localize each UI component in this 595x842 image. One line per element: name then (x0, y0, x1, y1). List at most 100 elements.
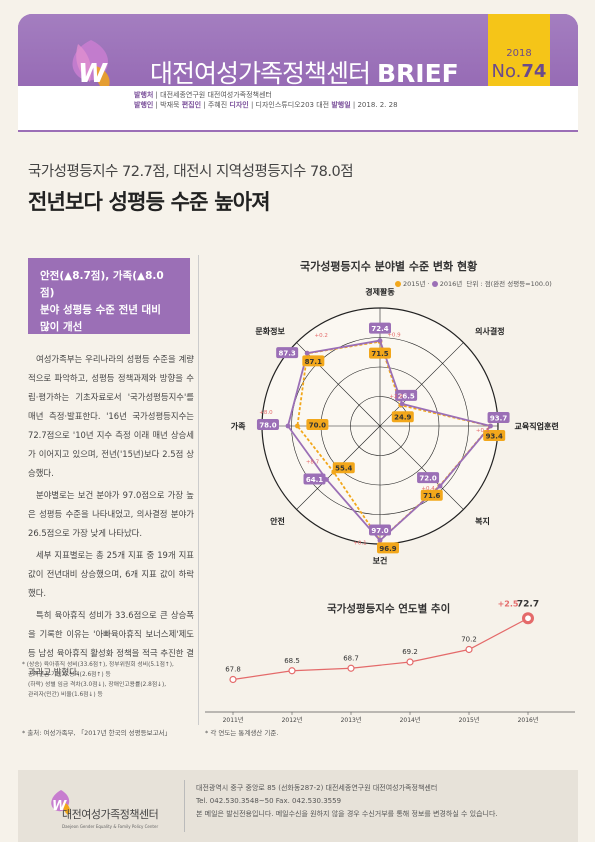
article-body: 여성가족부는 우리나라의 성평등 수준을 계량적으로 파악하고, 성평등 정책과… (28, 350, 194, 685)
w-logo-icon: W (72, 40, 110, 92)
footnote: (하락) 성별 임금 격차(3.0점↓), 장애인고용률(2.8점↓), (28, 682, 167, 688)
radar-value-2016: 93.7 (487, 412, 510, 423)
highlight-line: 많이 개선 (40, 321, 83, 333)
imprint: 발행처 | 대전세종연구원 대전여성가족정책센터 발행인 | 박재묵 편집인 |… (18, 86, 578, 132)
imprint-row-publisher: 발행처 | 대전세종연구원 대전여성가족정책센터 (134, 91, 272, 99)
footnote: 공적연금 가입자 성비(2.6점↑) 등 (28, 672, 111, 678)
radar-category-label: 안전 (270, 516, 285, 526)
line-point (465, 645, 473, 654)
radar-category-label: 복지 (475, 516, 490, 526)
radar-value-2016: 87.3 (276, 347, 299, 359)
radar-value-2016-bg (256, 419, 279, 430)
radar-point (488, 423, 493, 429)
radar-value-2015-text: 93.4 (486, 433, 503, 441)
header-banner: W 대전여성가족정책센터 BRIEF (18, 14, 578, 132)
year-note: * 각 연도는 통계생산 기준. (205, 729, 279, 737)
radar-value-2016-text: 78.0 (259, 422, 276, 430)
radar-value-2016-text: 26.5 (397, 392, 414, 400)
column-divider (198, 255, 199, 725)
legend-2015-label: 2015년 (403, 280, 426, 288)
radar-value-2016-bg (417, 472, 440, 484)
radar-value-2016-bg (276, 347, 299, 359)
radar-change-label: +8.7 (306, 459, 320, 465)
line-x-tick-label: 2014년 (400, 716, 421, 723)
highlight-line: 안전(▲8.7점), 가족(▲8.0점) (40, 270, 164, 299)
line-value-label: 69.2 (402, 648, 418, 656)
radar-value-2016-text: 97.0 (371, 527, 388, 535)
radar-point (285, 423, 291, 429)
paragraph: 여성가족부는 우리나라의 성평등 수준을 계량적으로 파악하고, 성평등 정책과… (28, 354, 194, 478)
radar-value-2016: 64.1 (303, 473, 326, 485)
line-point (523, 614, 533, 623)
paragraph: 세부 지표별로는 총 25개 지표 중 19개 지표 값이 전년대비 상승했으며… (28, 550, 194, 598)
radar-change-label: +0.9 (387, 333, 401, 339)
radar-value-2015-bg (420, 489, 443, 501)
line-x-tick-label: 2012년 (282, 716, 303, 723)
radar-value-2016: 78.0 (256, 419, 279, 430)
radar-category-label: 가족 (231, 421, 246, 431)
line-value-label: 68.5 (284, 657, 300, 665)
radar-value-2015: 24.9 (391, 411, 414, 423)
radar-value-2016-bg (487, 412, 510, 423)
radar-value-2016-bg (369, 524, 391, 536)
radar-category-label: 교육직업훈련 (515, 421, 559, 431)
line-point (229, 675, 237, 684)
line-change-label: +2.5 (498, 599, 519, 608)
radar-value-2015-text: 70.0 (309, 422, 326, 430)
radar-value-2016-text: 72.4 (371, 325, 388, 333)
radar-value-2015-text: 96.9 (379, 545, 396, 553)
radar-value-2015-text: 71.6 (423, 492, 440, 500)
imprint-row-staff: 발행인 | 박재묵 편집인 | 주혜진 디자인 | 디자인스튜디오203 대전 … (134, 101, 398, 109)
radar-point (377, 538, 383, 543)
radar-change-label: +0.2 (314, 333, 327, 339)
radar-value-2016-text: 87.3 (279, 350, 296, 358)
footer-info: 대전광역시 중구 중앙로 85 (선화동287-2) 대전세종연구원 대전여성가… (196, 782, 498, 821)
radar-category-label: 문화정보 (255, 326, 285, 336)
radar-value-2016: 72.0 (417, 472, 440, 484)
issue-tab: 2018 No.74 (488, 14, 550, 96)
footer-notice: 본 메일은 발신전용입니다. 메일수신을 원하지 않을 경우 수신거부를 통해 … (196, 810, 498, 818)
paragraph: 특히 육아휴직 성비가 33.6점으로 큰 상승폭을 기록한 이유는 '아빠육아… (28, 610, 194, 677)
issue-year: 2018 (506, 48, 532, 59)
subhead: 국가성평등지수 72.7점, 대전시 지역성평등지수 78.0점 (28, 164, 354, 180)
footer-contact: Tel. 042.530.3548~50 Fax. 042.530.3559 (196, 797, 342, 805)
radar-value-2015-bg (332, 462, 355, 474)
radar-change-label: +0.3 (476, 428, 490, 434)
radar-value-2015-bg (483, 430, 506, 441)
radar-value-2016-text: 72.0 (419, 475, 436, 483)
footnote: * (상승) 육아휴직 성비(33.6점↑), 정부위원회 성비(5.1점↑), (22, 662, 174, 668)
radar-value-2015-bg (302, 355, 325, 367)
radar-point (377, 338, 383, 343)
radar-change-label: +8.0 (259, 410, 273, 416)
radar-value-2015-text: 71.5 (371, 350, 388, 358)
radar-value-2015: 70.0 (306, 419, 329, 430)
footnote: 관리자(민간) 비율(1.6점↓) 등 (28, 692, 103, 698)
radar-value-2015-bg (306, 419, 329, 430)
headline: 전년보다 성평등 수준 높아져 (28, 190, 271, 214)
footer-org-eng: Daejeon Gender Equality & Family Policy … (62, 824, 159, 829)
footer-address: 대전광역시 중구 중앙로 85 (선화동287-2) 대전세종연구원 대전여성가… (196, 784, 438, 792)
radar-change-label: +0.1 (353, 540, 366, 546)
radar-value-2016-text: 93.7 (490, 415, 507, 423)
radar-axis-line (379, 425, 464, 510)
radar-category-label: 경제활동 (365, 288, 395, 296)
radar-category-label: 의사결정 (475, 326, 504, 336)
legend-2016-swatch (431, 281, 438, 287)
radar-value-2016: 72.4 (369, 322, 391, 334)
line-chart: 67.8 2011년 68.5 2012년 68.7 2013년 69.2 2014년 70.2… (205, 599, 575, 723)
radar-point (304, 350, 310, 356)
line-value-label: 70.2 (461, 636, 477, 644)
unit-note: 단위 : 점(완전 성평등=100.0) (466, 280, 552, 288)
issue-number: No.74 (491, 61, 547, 82)
svg-text:W: W (78, 59, 108, 89)
legend-2015-swatch (395, 281, 401, 287)
highlight-box: 안전(▲8.7점), 가족(▲8.0점) 분야 성평등 수준 전년 대비 많이 … (28, 258, 190, 334)
radar-value-2015-bg (391, 411, 414, 423)
radar-value-2015: 55.4 (332, 462, 355, 474)
paragraph: 분야별로는 보건 분야가 97.0점으로 가장 높은 성평등 수준을 나타내었고… (28, 490, 194, 538)
source-note: * 출처: 여성가족부, 「2017년 한국의 성평등보고서」 (22, 729, 172, 737)
line-x-tick-label: 2011년 (223, 716, 244, 723)
radar-value-2016-bg (303, 473, 326, 485)
radar-value-2015-bg (369, 347, 391, 359)
line-chart-title: 국가성평등지수 연도별 추이 (327, 603, 451, 615)
